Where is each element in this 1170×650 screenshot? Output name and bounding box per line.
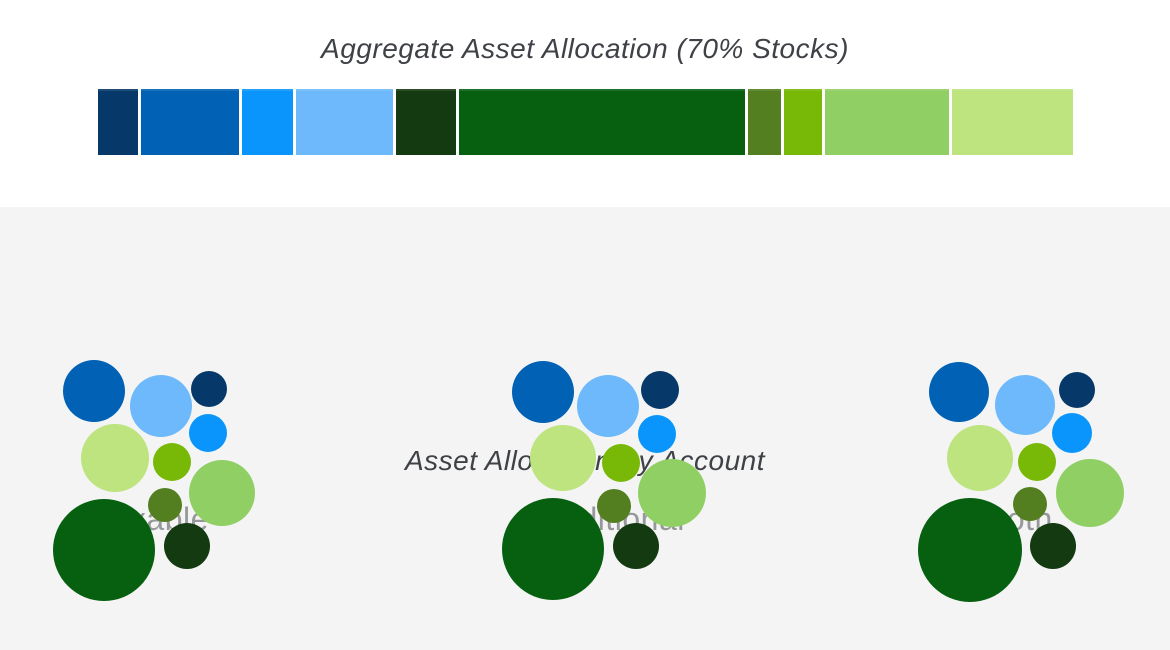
aggregate-chart-title: Aggregate Asset Allocation (70% Stocks) — [321, 33, 849, 64]
bar-segment-light-blue — [295, 89, 394, 155]
account-label-taxable: Taxable — [95, 501, 209, 537]
by-account-section: Asset Allocation By Account Taxable Trad… — [0, 207, 1170, 650]
bar-segment-olive-green — [748, 89, 782, 155]
bar-segment-medium-green — [825, 89, 950, 155]
bar-segment-darkest-green — [396, 89, 456, 155]
bar-segment-navy — [98, 89, 138, 155]
aggregate-stacked-bar — [98, 89, 1073, 155]
bar-segment-dark-green — [458, 89, 746, 155]
account-label-traditional: Traditional — [531, 501, 685, 537]
bar-segment-bright-blue — [242, 89, 293, 155]
bar-segment-yellow-green — [784, 89, 823, 155]
account-label-roth: Roth — [983, 501, 1053, 537]
by-account-chart-title: Asset Allocation By Account — [404, 445, 766, 476]
bar-segment-light-green — [952, 89, 1073, 155]
bar-segment-blue — [140, 89, 240, 155]
